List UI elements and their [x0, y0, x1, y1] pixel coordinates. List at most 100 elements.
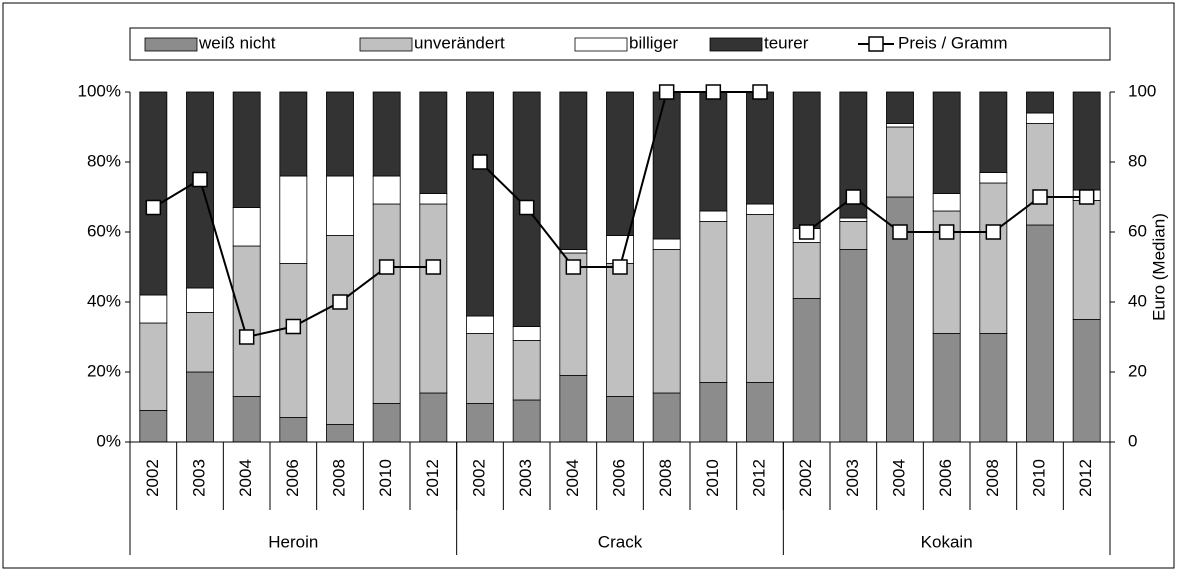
- group-label: Heroin: [268, 532, 318, 551]
- line-marker: [892, 224, 908, 240]
- y-tick-label: 40%: [87, 291, 121, 310]
- bar-segment: [886, 91, 914, 124]
- bar-segment: [979, 91, 1008, 173]
- bar-segment: [186, 371, 214, 443]
- bar-segment: [326, 424, 354, 443]
- line-marker: [705, 84, 722, 100]
- bar-segment: [559, 91, 588, 250]
- bar-segment: [979, 333, 1008, 443]
- legend-label: Preis / Gramm: [898, 33, 1008, 52]
- bar-segment: [652, 91, 681, 240]
- y-tick-label: 60%: [87, 221, 121, 240]
- y2-tick-label: 80: [1128, 151, 1147, 170]
- bar-segment: [232, 207, 261, 247]
- line-marker: [285, 318, 302, 335]
- line-marker: [378, 259, 395, 275]
- bar-segment: [466, 403, 494, 443]
- x-tick-label: 2002: [469, 459, 488, 497]
- bar-segment: [839, 249, 868, 443]
- bar-segment: [792, 91, 821, 229]
- y2-tick-label: 0: [1128, 431, 1137, 450]
- bar-segment: [886, 123, 914, 128]
- legend-label: teurer: [764, 33, 809, 52]
- x-tick-label: 2008: [656, 459, 675, 497]
- bar-segment: [139, 410, 168, 443]
- line-marker: [658, 84, 675, 100]
- bar-segment: [326, 175, 354, 236]
- bar-segment: [746, 203, 774, 215]
- bar-segment: [1026, 91, 1054, 114]
- x-tick-label: 2006: [609, 459, 628, 497]
- x-tick-label: 2010: [1029, 459, 1048, 497]
- legend-swatch: [359, 37, 413, 52]
- bar-segment: [512, 399, 541, 443]
- x-tick-label: 2003: [189, 459, 208, 497]
- line-marker: [472, 154, 488, 170]
- y-tick-label: 20%: [87, 361, 121, 380]
- bar-segment: [932, 333, 961, 443]
- bar-segment: [372, 175, 401, 205]
- bar-segment: [979, 182, 1008, 334]
- line-marker: [1032, 189, 1048, 205]
- y-tick-label: 80%: [87, 151, 121, 170]
- bar-segment: [606, 263, 634, 397]
- bar-segment: [652, 392, 681, 443]
- x-tick-label: 2006: [283, 459, 302, 497]
- bar-segment: [372, 91, 401, 177]
- bar-segment: [1072, 91, 1101, 191]
- bar-segment: [419, 203, 448, 394]
- x-tick-label: 2002: [143, 459, 162, 497]
- group-label: Kokain: [921, 532, 973, 551]
- bar-segment: [746, 382, 774, 443]
- bar-segment: [839, 221, 868, 250]
- bar-segment: [466, 333, 494, 404]
- line-marker: [145, 199, 162, 216]
- bar-segment: [419, 392, 448, 443]
- x-tick-label: 2008: [983, 459, 1002, 497]
- bar-segment: [326, 235, 354, 425]
- y2-tick-label: 100: [1128, 81, 1156, 100]
- bar-segment: [979, 172, 1008, 184]
- x-tick-label: 2002: [796, 459, 815, 497]
- legend-swatch: [574, 37, 628, 52]
- line-marker: [798, 224, 815, 240]
- x-tick-label: 2012: [749, 459, 768, 497]
- bar-segment: [279, 417, 308, 443]
- line-marker: [238, 329, 255, 345]
- legend-label: billiger: [629, 33, 678, 52]
- legend-label: weiß nicht: [198, 33, 276, 52]
- y2-axis-label: Euro (Median): [1149, 213, 1168, 321]
- line-marker: [612, 259, 628, 275]
- bar-segment: [606, 235, 634, 264]
- x-tick-label: 2004: [236, 459, 255, 497]
- line-marker: [192, 171, 208, 188]
- legend-swatch: [709, 37, 763, 52]
- bar-segment: [186, 91, 214, 289]
- bar-segment: [559, 249, 588, 254]
- bar-segment: [232, 245, 261, 397]
- bar-segment: [372, 403, 401, 443]
- bar-segment: [279, 91, 308, 177]
- bar-segment: [372, 203, 401, 404]
- bar-segment: [186, 287, 214, 313]
- bar-segment: [326, 91, 354, 177]
- bar-segment: [699, 221, 728, 383]
- x-tick-label: 2010: [376, 459, 395, 497]
- bar-segment: [792, 242, 821, 299]
- y2-tick-label: 60: [1128, 221, 1147, 240]
- line-marker: [1078, 189, 1095, 205]
- x-tick-label: 2012: [423, 459, 442, 497]
- bar-segment: [1026, 224, 1054, 443]
- bar-segment: [652, 238, 681, 250]
- bar-segment: [606, 396, 634, 443]
- y-tick-label: 100%: [78, 81, 121, 100]
- bar-segment: [419, 91, 448, 194]
- x-tick-label: 2003: [516, 459, 535, 497]
- bar-segment: [232, 396, 261, 443]
- line-marker: [938, 224, 955, 240]
- bar-segment: [512, 340, 541, 401]
- bar-segment: [886, 126, 914, 198]
- bar-segment: [652, 249, 681, 394]
